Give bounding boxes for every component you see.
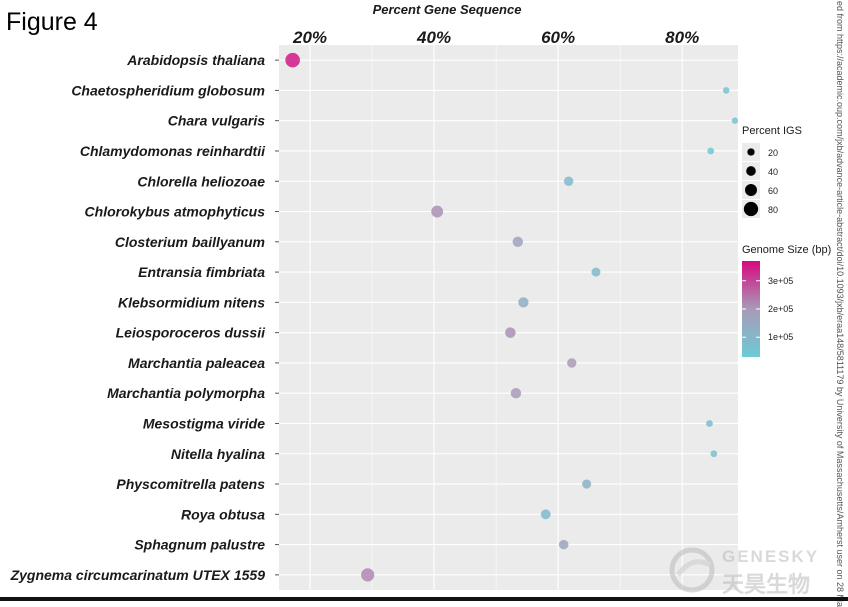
data-point [431, 205, 444, 218]
x-axis-title: Percent Gene Sequence [373, 2, 522, 17]
y-tick-label: Nitella hyalina [171, 446, 265, 462]
data-point [510, 387, 522, 399]
y-tick-label: Klebsormidium nitens [118, 294, 265, 310]
data-point [361, 568, 375, 582]
figure-label: Figure 4 [6, 8, 98, 36]
size-legend-dot [747, 148, 755, 156]
y-tick-label: Physcomitrella patens [116, 476, 265, 492]
size-legend-dot [743, 201, 759, 217]
x-tick-label: 80% [665, 28, 699, 47]
y-tick-label: Chlamydomonas reinhardtii [80, 143, 266, 159]
side-note-text: ed from https://academic.oup.com/jxb/adv… [835, 1, 845, 607]
data-point [706, 420, 713, 427]
genesky-watermark: GENESKY 天昊生物 [668, 545, 832, 598]
data-point [558, 539, 569, 550]
y-tick-label: Chlorokybus atmophyticus [85, 204, 266, 220]
x-tick-label: 60% [541, 28, 575, 47]
data-point [512, 236, 524, 248]
data-point [540, 509, 551, 520]
size-legend-label: 40 [768, 167, 778, 177]
y-tick-label: Closterium baillyanum [115, 234, 265, 250]
plot-panel [279, 45, 738, 590]
data-point [582, 479, 592, 489]
color-legend-label: 1e+05 [768, 332, 793, 342]
size-legend-label: 20 [768, 148, 778, 158]
y-tick-label: Marchantia polymorpha [107, 385, 265, 401]
data-point [722, 87, 730, 94]
y-tick-label: Mesostigma viride [143, 415, 265, 431]
y-tick-label: Roya obtusa [181, 506, 265, 522]
size-legend-dot [745, 184, 757, 196]
data-point [710, 450, 718, 458]
color-legend-label: 2e+05 [768, 304, 793, 314]
color-legend-bar [742, 261, 760, 357]
color-legend-title: Genome Size (bp) [742, 244, 831, 256]
data-point [505, 327, 516, 338]
side-note: ed from https://academic.oup.com/jxb/adv… [832, 0, 848, 607]
size-legend-label: 60 [768, 186, 778, 196]
y-tick-label: Leiosporoceros dussii [116, 325, 266, 341]
data-point [285, 52, 300, 68]
watermark-cn: 天昊生物 [722, 573, 811, 598]
size-legend-dot [746, 166, 756, 176]
y-tick-label: Chara vulgaris [168, 113, 265, 129]
bottom-border [0, 597, 848, 601]
data-point [707, 147, 715, 155]
color-legend-label: 3e+05 [768, 276, 793, 286]
x-tick-label: 20% [292, 28, 327, 47]
y-tick-label: Chlorella heliozoae [137, 173, 265, 189]
data-point [591, 267, 601, 277]
data-point [731, 117, 739, 124]
size-legend-title: Percent IGS [742, 125, 802, 137]
data-point [518, 297, 529, 308]
y-tick-label: Marchantia paleacea [128, 355, 265, 371]
size-legend-label: 80 [768, 205, 778, 215]
data-point [563, 176, 574, 186]
genesky-logo-icon [669, 547, 715, 593]
y-tick-label: Sphagnum palustre [134, 537, 265, 553]
x-tick-label: 40% [416, 28, 451, 47]
data-point [567, 358, 577, 368]
y-tick-label: Arabidopsis thaliana [126, 52, 265, 68]
y-tick-label: Chaetospheridium globosum [71, 82, 265, 98]
y-tick-label: Zygnema circumcarinatum UTEX 1559 [10, 567, 266, 583]
y-tick-label: Entransia fimbriata [138, 264, 265, 280]
watermark-en: GENESKY [722, 547, 820, 566]
